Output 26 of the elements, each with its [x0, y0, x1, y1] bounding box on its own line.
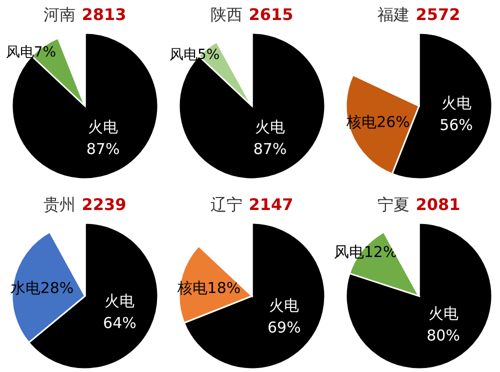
chart-subtitle: 2615	[248, 5, 294, 24]
slice-label: 火电	[428, 304, 458, 323]
data-label: 64%	[103, 314, 136, 332]
chart-subtitle: 2813	[82, 5, 126, 24]
slice-label: 风电7%	[6, 44, 56, 61]
data-label: 87%	[253, 140, 287, 158]
chart-title: 福建	[378, 5, 410, 24]
slice-label: 火电	[441, 94, 472, 112]
chart-subtitle: 2147	[248, 195, 294, 214]
data-label: 69%	[268, 318, 301, 336]
slice-label: 火电	[269, 296, 300, 314]
data-label: 87%	[86, 140, 120, 158]
chart-title: 河南	[44, 5, 76, 24]
slice-label: 火电	[88, 118, 118, 136]
chart-subtitle: 2239	[82, 195, 126, 214]
slice-label: 风电5%	[170, 47, 220, 64]
slice-label: 火电	[255, 118, 286, 136]
chart-title: 贵州	[44, 195, 76, 214]
data-label: 80%	[426, 326, 460, 345]
chart-subtitle: 2081	[416, 195, 460, 214]
chart-title: 辽宁	[210, 195, 243, 214]
data-label: 56%	[440, 116, 473, 134]
chart-title: 陕西	[210, 5, 243, 24]
chart-subtitle: 2572	[416, 5, 460, 24]
chart-title: 宁夏	[378, 195, 410, 214]
slice-label: 火电	[104, 292, 135, 310]
